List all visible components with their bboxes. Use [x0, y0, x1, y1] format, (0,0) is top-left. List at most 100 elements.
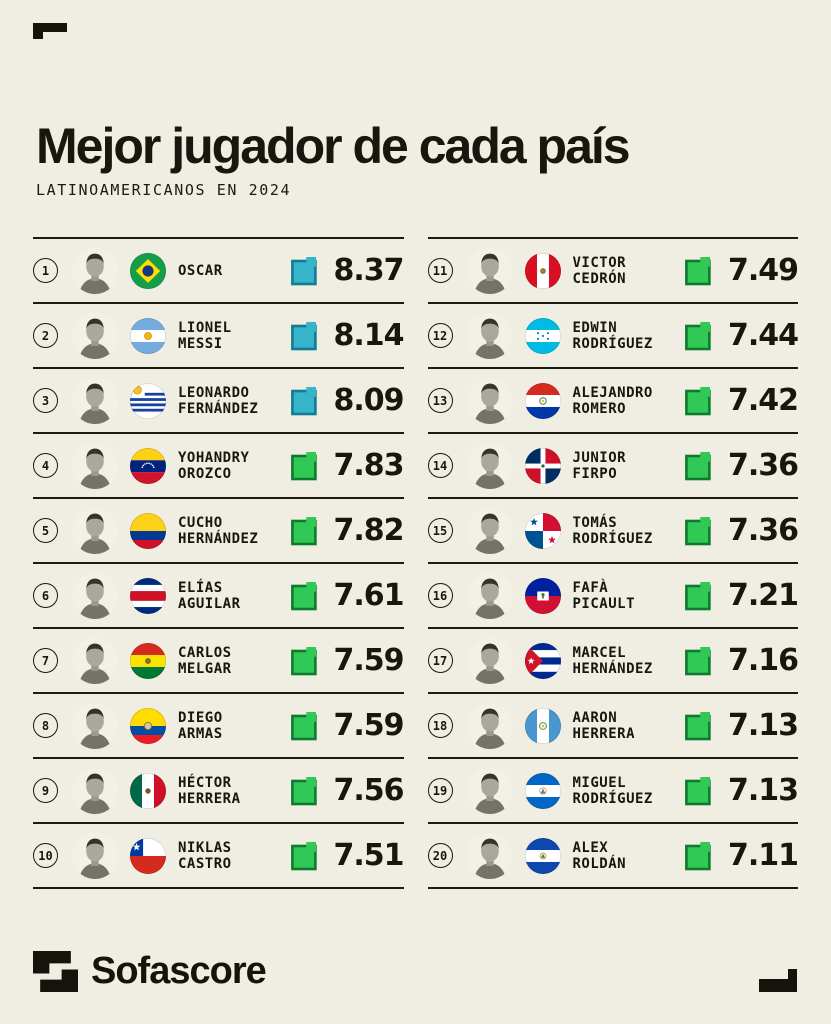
- player-avatar: [72, 832, 118, 879]
- player-name-line: RODRÍGUEZ: [572, 530, 653, 547]
- player-name: ALEJANDRO ROMERO: [573, 385, 686, 417]
- rank-badge: 1: [33, 258, 58, 283]
- list-item: 19 MIGUEL RODRÍGUEZ 7.13: [427, 757, 799, 822]
- rating-value: 7.42: [727, 383, 799, 418]
- player-name-line: LEONARDO: [178, 384, 250, 401]
- player-name-line: MARCEL: [572, 644, 627, 661]
- player-name-line: CUCHO: [178, 514, 223, 531]
- rating-value: 8.09: [333, 383, 404, 418]
- player-avatar: [466, 247, 513, 294]
- list-item: 4 YOHANDRY OROZCO 7.83: [33, 432, 405, 497]
- player-name: AARON HERRERA: [573, 710, 686, 742]
- player-avatar: [72, 312, 118, 359]
- rank-badge: 5: [33, 518, 58, 543]
- rating-value: 7.11: [727, 838, 799, 873]
- player-name: ALEX ROLDÁN: [573, 840, 686, 872]
- player-name-line: TOMÁS: [572, 514, 618, 531]
- player-name-line: DIEGO: [178, 709, 223, 726]
- rank-badge: 2: [33, 323, 58, 348]
- rank-badge: 14: [427, 453, 453, 478]
- flag-guatemala-icon: [524, 707, 561, 744]
- flag-ecuador-icon: [130, 707, 166, 744]
- rank-badge: 20: [427, 843, 453, 868]
- sofascore-logo-icon: [33, 951, 78, 992]
- player-avatar: [72, 572, 118, 619]
- player-name: HÉCTOR HERRERA: [178, 775, 291, 807]
- list-item: 3 LEONARDO FERNÁNDEZ 8.09: [33, 367, 405, 432]
- rating-value: 7.21: [727, 578, 799, 613]
- player-avatar: [72, 442, 118, 489]
- player-name-line: ALEJANDRO: [572, 384, 653, 401]
- page-subtitle: LATINOAMERICANOS EN 2024: [36, 181, 292, 199]
- player-avatar: [466, 572, 513, 619]
- player-name: VICTOR CEDRÓN: [573, 255, 686, 287]
- player-name: MIGUEL RODRÍGUEZ: [573, 775, 686, 807]
- rating-badge-icon: [290, 386, 317, 416]
- list-item: 14 JUNIOR FIRPO 7.36: [427, 432, 799, 497]
- player-name-line: JUNIOR: [572, 449, 627, 466]
- rating-badge-icon: [290, 776, 317, 806]
- rating-badge-icon: [685, 256, 711, 286]
- player-avatar: [466, 312, 513, 359]
- list-item: 7 CARLOS MELGAR 7.59: [33, 627, 405, 692]
- rating-badge-icon: [290, 581, 317, 611]
- player-name-line: PICAULT: [572, 595, 636, 612]
- player-name: MARCEL HERNÁNDEZ: [573, 645, 686, 677]
- rank-badge: 18: [427, 713, 453, 738]
- rating-value: 7.82: [333, 513, 404, 548]
- header: Mejor jugador de cada país LATINOAMERICA…: [36, 120, 631, 199]
- player-name-line: ROLDÁN: [572, 855, 627, 872]
- player-name-line: CARLOS: [178, 644, 232, 661]
- player-name: DIEGO ARMAS: [178, 710, 291, 742]
- list-item: 10 NIKLAS CASTRO 7.51: [33, 822, 405, 887]
- rating-value: 7.36: [727, 513, 799, 548]
- player-avatar: [466, 377, 513, 424]
- player-avatar: [466, 442, 513, 489]
- flag-peru-icon: [524, 252, 561, 289]
- rank-badge: 12: [427, 323, 453, 348]
- player-name-line: HERNÁNDEZ: [572, 660, 653, 677]
- flag-dominican-republic-icon: [524, 447, 561, 484]
- player-name-line: NIKLAS: [178, 839, 232, 856]
- rating-badge-icon: [290, 841, 317, 871]
- brand-name: Sofascore: [91, 950, 267, 992]
- rating-badge-icon: [685, 711, 711, 741]
- ranking-column-left: 1 OSCAR 8.37 2 LIONEL MESSI 8.14 3: [33, 237, 405, 889]
- rating-badge-icon: [685, 386, 711, 416]
- player-name-line: ELÍAS: [178, 579, 223, 596]
- list-item: 5 CUCHO HERNÁNDEZ 7.82: [33, 497, 405, 562]
- flag-brazil-icon: [130, 252, 166, 289]
- player-name-line: HERRERA: [178, 790, 241, 807]
- ranking-column-right: 11 VICTOR CEDRÓN 7.49 12 EDWIN RODRÍGUEZ: [427, 237, 799, 889]
- rating-badge-icon: [290, 451, 317, 481]
- rating-badge-icon: [290, 646, 317, 676]
- player-avatar: [466, 637, 513, 684]
- flag-mexico-icon: [130, 772, 166, 809]
- list-item: 20 ALEX ROLDÁN 7.11: [427, 822, 799, 887]
- list-item: 15 TOMÁS RODRÍGUEZ 7.36: [427, 497, 799, 562]
- rank-badge: 3: [33, 388, 58, 413]
- rating-badge-icon: [290, 256, 317, 286]
- rating-badge-icon: [685, 841, 711, 871]
- rating-value: 7.36: [727, 448, 799, 483]
- player-name-line: RODRÍGUEZ: [572, 335, 653, 352]
- rating-value: 7.83: [333, 448, 404, 483]
- player-avatar: [72, 377, 118, 424]
- player-name: OSCAR: [178, 263, 291, 279]
- flag-uruguay-icon: [130, 382, 166, 419]
- flag-chile-icon: [130, 837, 166, 874]
- list-item: 18 AARON HERRERA 7.13: [427, 692, 799, 757]
- rating-badge-icon: [685, 516, 711, 546]
- rating-value: 7.56: [333, 773, 404, 808]
- player-name-line: HÉCTOR: [178, 774, 232, 791]
- player-avatar: [72, 702, 118, 749]
- player-name: CARLOS MELGAR: [178, 645, 291, 677]
- player-name-line: EDWIN: [572, 319, 618, 336]
- corner-mark-bottom-right-icon: [759, 969, 797, 992]
- flag-argentina-icon: [130, 317, 166, 354]
- player-name: LIONEL MESSI: [178, 320, 291, 352]
- footer: Sofascore: [33, 950, 267, 993]
- player-name-line: CEDRÓN: [572, 270, 627, 287]
- flag-cuba-icon: [524, 642, 561, 679]
- list-item: 17 MARCEL HERNÁNDEZ 7.16: [427, 627, 799, 692]
